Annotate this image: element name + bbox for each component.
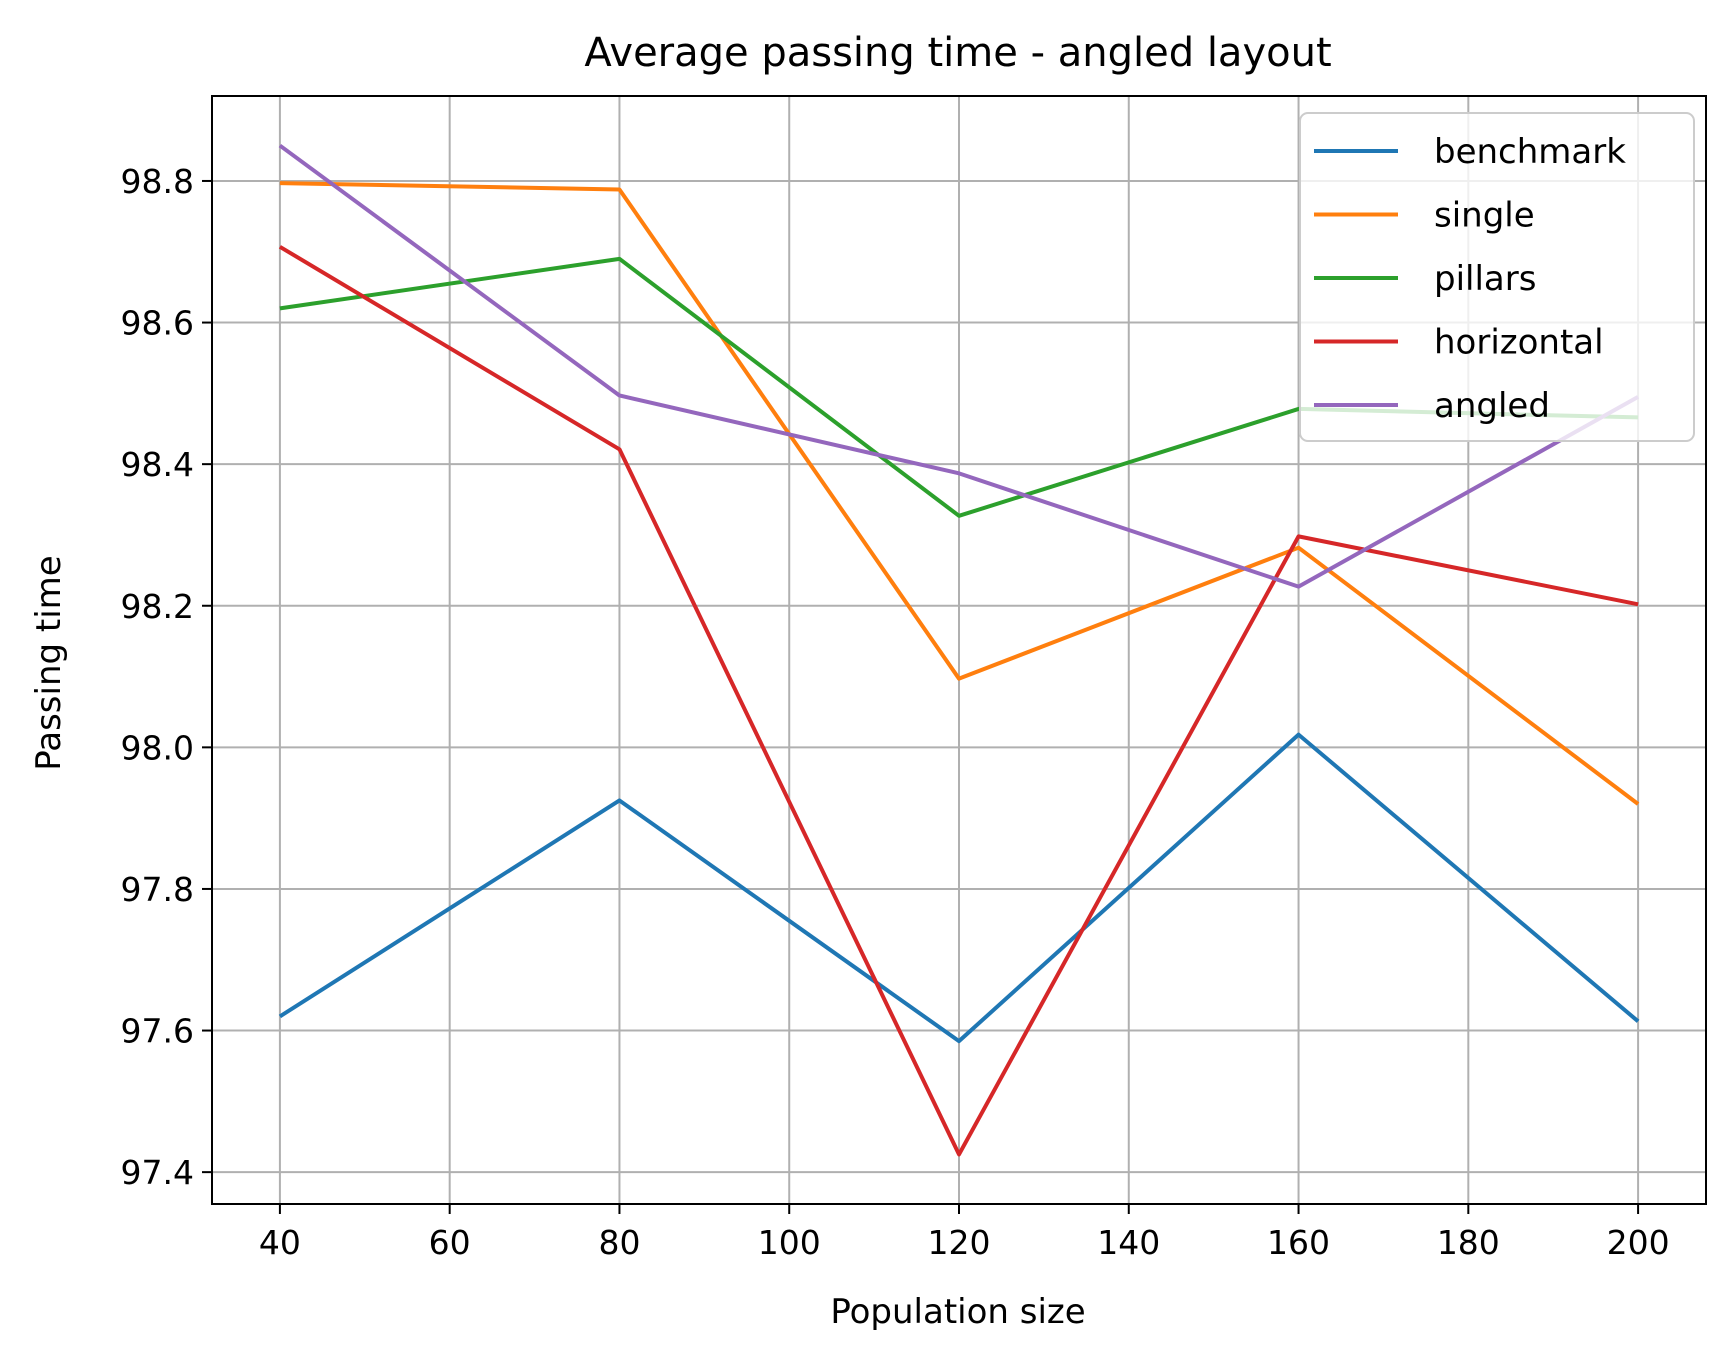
chart-title: Average passing time - angled layout <box>584 30 1331 76</box>
legend-label-angled: angled <box>1434 386 1550 426</box>
legend-label-single: single <box>1434 196 1535 236</box>
y-axis-label: Passing time <box>29 555 69 770</box>
x-tick-label: 120 <box>928 1223 991 1262</box>
legend-label-horizontal: horizontal <box>1434 323 1604 363</box>
y-tick-label: 98.0 <box>121 728 194 767</box>
x-tick-label: 180 <box>1437 1223 1500 1262</box>
legend-label-pillars: pillars <box>1434 259 1536 299</box>
x-tick-label: 160 <box>1267 1223 1330 1262</box>
y-tick-label: 98.6 <box>121 304 194 343</box>
x-tick-label: 60 <box>429 1223 471 1262</box>
x-tick-label: 80 <box>598 1223 640 1262</box>
series-line-single <box>279 181 1640 806</box>
y-tick-label: 97.4 <box>121 1153 194 1192</box>
legend-box <box>1299 112 1695 442</box>
x-tick-label: 100 <box>758 1223 821 1262</box>
series-line-benchmark <box>278 732 1640 1044</box>
series-line-angled <box>278 143 1640 589</box>
y-tick-label: 98.4 <box>121 445 194 484</box>
x-tick-label: 200 <box>1607 1223 1670 1262</box>
y-tick-label: 97.8 <box>121 870 194 909</box>
legend: benchmark single pillars horizontal angled <box>1299 112 1695 442</box>
legend-label-benchmark: benchmark <box>1434 132 1626 172</box>
x-tick-label: 140 <box>1097 1223 1160 1262</box>
y-tick-label: 98.8 <box>121 162 194 201</box>
axis-ticks: 40 60 80 100 120 140 160 180 200 97.4 97.6 97.8 98.0… <box>121 162 1670 1262</box>
series-line-horizontal <box>278 245 1639 1157</box>
x-tick-label: 40 <box>259 1223 301 1262</box>
y-tick-label: 98.2 <box>121 587 194 626</box>
y-tick-label: 97.6 <box>121 1012 194 1051</box>
x-axis-label: Population size <box>830 1292 1085 1332</box>
